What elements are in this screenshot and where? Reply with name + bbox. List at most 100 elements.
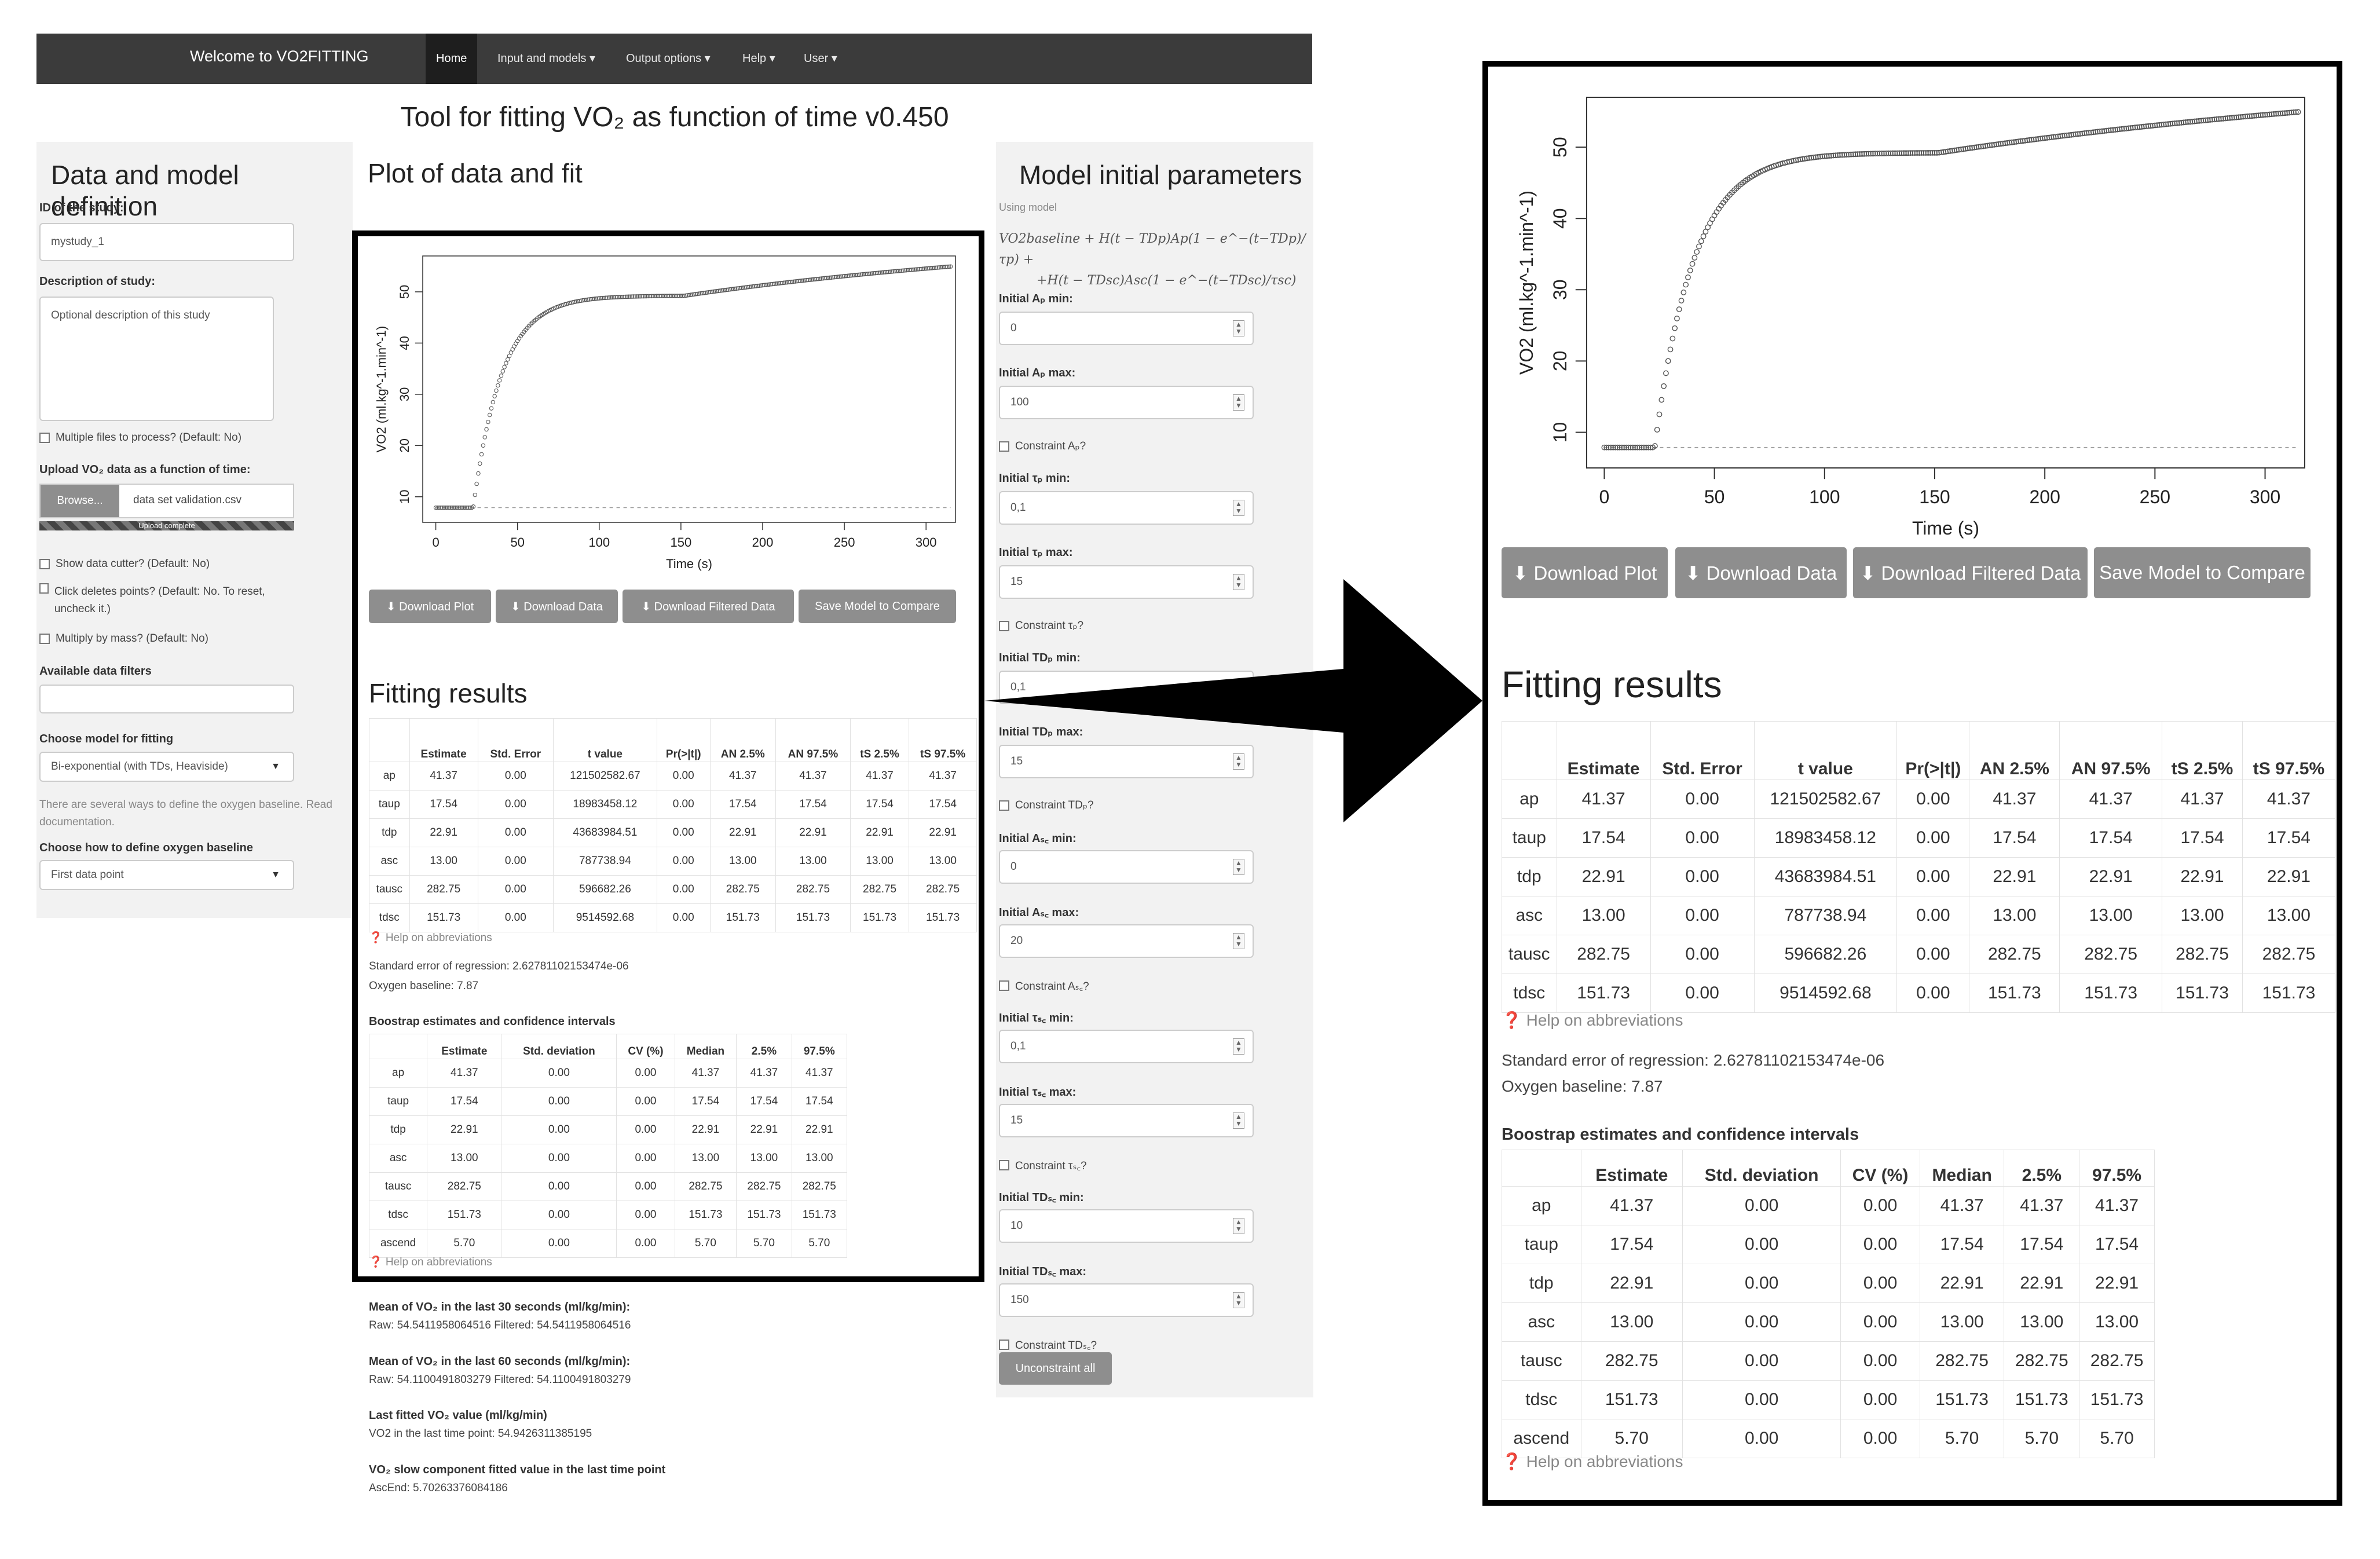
download-data-button[interactable]: ⬇ Download Data xyxy=(496,590,618,623)
nav-help[interactable]: Help ▾ xyxy=(742,52,775,65)
arrow-shape xyxy=(984,579,1482,822)
constraint-checkbox[interactable]: Constraint τₚ? xyxy=(999,619,1083,632)
stepper-icon[interactable]: ▲▼ xyxy=(1233,933,1244,949)
download-filtered-button[interactable]: ⬇ Download Filtered Data xyxy=(1853,547,2088,598)
browse-button[interactable]: Browse... xyxy=(41,485,119,517)
data-point xyxy=(755,283,760,288)
download-plot-button[interactable]: ⬇ Download Plot xyxy=(369,590,491,623)
model-select[interactable]: Bi-exponential (with TDs, Heaviside) ▼ xyxy=(39,752,294,782)
param-input[interactable]: 0,1 ▲▼ xyxy=(999,1030,1254,1063)
data-point xyxy=(785,280,790,285)
constraint-checkbox[interactable]: Constraint Aₛ꜀? xyxy=(999,978,1089,993)
stepper-icon[interactable]: ▲▼ xyxy=(1233,394,1244,411)
table-cell: 151.73 xyxy=(736,1201,792,1229)
nav-input-models[interactable]: Input and models ▾ xyxy=(497,52,596,65)
data-point xyxy=(2194,118,2200,125)
data-point xyxy=(733,286,737,291)
data-point xyxy=(837,275,842,279)
save-model-button[interactable]: Save Model to Compare xyxy=(799,590,956,623)
table-cell: 9514592.68 xyxy=(1753,974,1898,1013)
download-plot-button[interactable]: ⬇ Download Plot xyxy=(1502,547,1668,598)
download-data-button[interactable]: ⬇ Download Data xyxy=(1675,547,1847,598)
data-point xyxy=(912,267,917,272)
stepper-icon[interactable]: ▲▼ xyxy=(1233,1292,1244,1308)
param-input[interactable]: 15 ▲ ▼ xyxy=(999,1104,1254,1137)
table-cell: 0.00 xyxy=(477,818,554,847)
table-cell: asc xyxy=(368,1144,428,1173)
filters-input[interactable] xyxy=(39,685,294,713)
data-point xyxy=(872,271,876,276)
table-cell: 41.37 xyxy=(850,762,910,791)
data-point xyxy=(2264,111,2271,118)
param-input[interactable]: 10 ▲ ▼ xyxy=(999,1209,1254,1243)
column-header: CV (%) xyxy=(1840,1150,1920,1187)
nav-home[interactable]: Home xyxy=(426,34,478,84)
stepper-icon[interactable]: ▲▼ xyxy=(1233,1218,1244,1234)
param-value: 10 xyxy=(1010,1220,1023,1232)
data-point xyxy=(1628,444,1634,451)
data-point xyxy=(2075,131,2081,137)
study-id-input[interactable]: mystudy_1 xyxy=(39,223,294,261)
stepper-icon[interactable]: ▲▼ xyxy=(1233,753,1244,770)
data-point xyxy=(2242,114,2249,120)
help-abbrev-link[interactable]: ❓ Help on abbreviations xyxy=(1502,1011,1683,1029)
table-cell: 282.75 xyxy=(2242,935,2336,974)
stepper-icon[interactable]: ▲▼ xyxy=(1233,1112,1244,1129)
help-abbrev-link[interactable]: ❓ Help on abbreviations xyxy=(369,932,492,944)
table-cell: 0.00 xyxy=(1650,974,1755,1013)
data-point xyxy=(1850,151,1857,158)
nav-user[interactable]: User ▾ xyxy=(804,52,837,65)
data-point xyxy=(2059,133,2066,139)
data-point xyxy=(856,272,862,277)
data-point xyxy=(1885,150,1892,156)
constraint-checkbox[interactable]: Constraint TDₚ? xyxy=(999,799,1094,812)
constraint-checkbox[interactable]: Constraint Aₚ? xyxy=(999,440,1086,453)
constraint-checkbox[interactable]: Constraint TDₛ꜀? xyxy=(999,1337,1097,1352)
param-input[interactable]: 100 ▲ ▼ xyxy=(999,386,1254,419)
data-point xyxy=(1903,150,1909,156)
table-cell: 151.73 xyxy=(674,1201,737,1229)
table-cell: 41.37 xyxy=(409,762,478,791)
multiple-files-checkbox[interactable]: Multiple files to process? (Default: No) xyxy=(39,431,241,444)
param-input[interactable]: 150 ▲ ▼ xyxy=(999,1283,1254,1317)
param-input[interactable]: 0 ▲ ▼ xyxy=(999,312,1254,345)
stepper-icon[interactable]: ▲▼ xyxy=(1233,574,1244,590)
param-input[interactable]: 0,1 ▲▼ xyxy=(999,491,1254,525)
download-filtered-button[interactable]: ⬇ Download Filtered Data xyxy=(623,590,794,623)
data-point xyxy=(1652,443,1658,449)
constraint-checkbox[interactable]: Constraint τₛ꜀? xyxy=(999,1158,1087,1173)
stepper-icon[interactable]: ▲▼ xyxy=(1233,320,1244,336)
data-point xyxy=(1813,154,1819,160)
data-point xyxy=(705,290,709,295)
param-input[interactable]: 15 ▲ ▼ xyxy=(999,745,1254,778)
data-point xyxy=(2002,140,2008,147)
description-textarea[interactable]: Optional description of this study xyxy=(39,297,274,421)
nav-output-options[interactable]: Output options ▾ xyxy=(626,52,711,65)
param-input[interactable]: 20 ▲ ▼ xyxy=(999,924,1254,958)
stepper-icon[interactable]: ▲▼ xyxy=(1233,500,1244,516)
table-cell: 13.00 xyxy=(2162,896,2243,935)
data-point xyxy=(1619,444,1625,451)
unconstraint-all-button[interactable]: Unconstraint all xyxy=(999,1352,1112,1385)
multiply-mass-checkbox[interactable]: Multiply by mass? (Default: No) xyxy=(39,632,208,645)
param-input[interactable]: 0 ▲ ▼ xyxy=(999,850,1254,884)
table-cell: 22.91 xyxy=(2059,857,2163,896)
table-cell: taup xyxy=(369,790,410,819)
baseline-select[interactable]: First data point ▼ xyxy=(39,860,294,890)
stepper-icon[interactable]: ▲▼ xyxy=(1233,1038,1244,1055)
click-deletes-checkbox[interactable]: Click deletes points? (Default: No. To r… xyxy=(39,583,283,618)
data-point xyxy=(829,275,834,280)
help-abbrev-link[interactable]: ❓ Help on abbreviations xyxy=(1502,1452,1683,1470)
data-point xyxy=(594,296,598,301)
data-point xyxy=(863,272,868,276)
data-point xyxy=(884,270,889,275)
show-cutter-checkbox[interactable]: Show data cutter? (Default: No) xyxy=(39,558,210,570)
help-abbrev-link[interactable]: ❓ Help on abbreviations xyxy=(369,1256,492,1268)
data-point xyxy=(1874,151,1880,157)
table-cell: 151.73 xyxy=(1969,974,2060,1013)
param-input[interactable]: 15 ▲ ▼ xyxy=(999,565,1254,599)
save-model-button[interactable]: Save Model to Compare xyxy=(2094,547,2311,598)
data-point xyxy=(1905,150,1912,156)
brand-link[interactable]: Welcome to VO2FITTING xyxy=(190,47,369,65)
stepper-icon[interactable]: ▲▼ xyxy=(1233,859,1244,875)
